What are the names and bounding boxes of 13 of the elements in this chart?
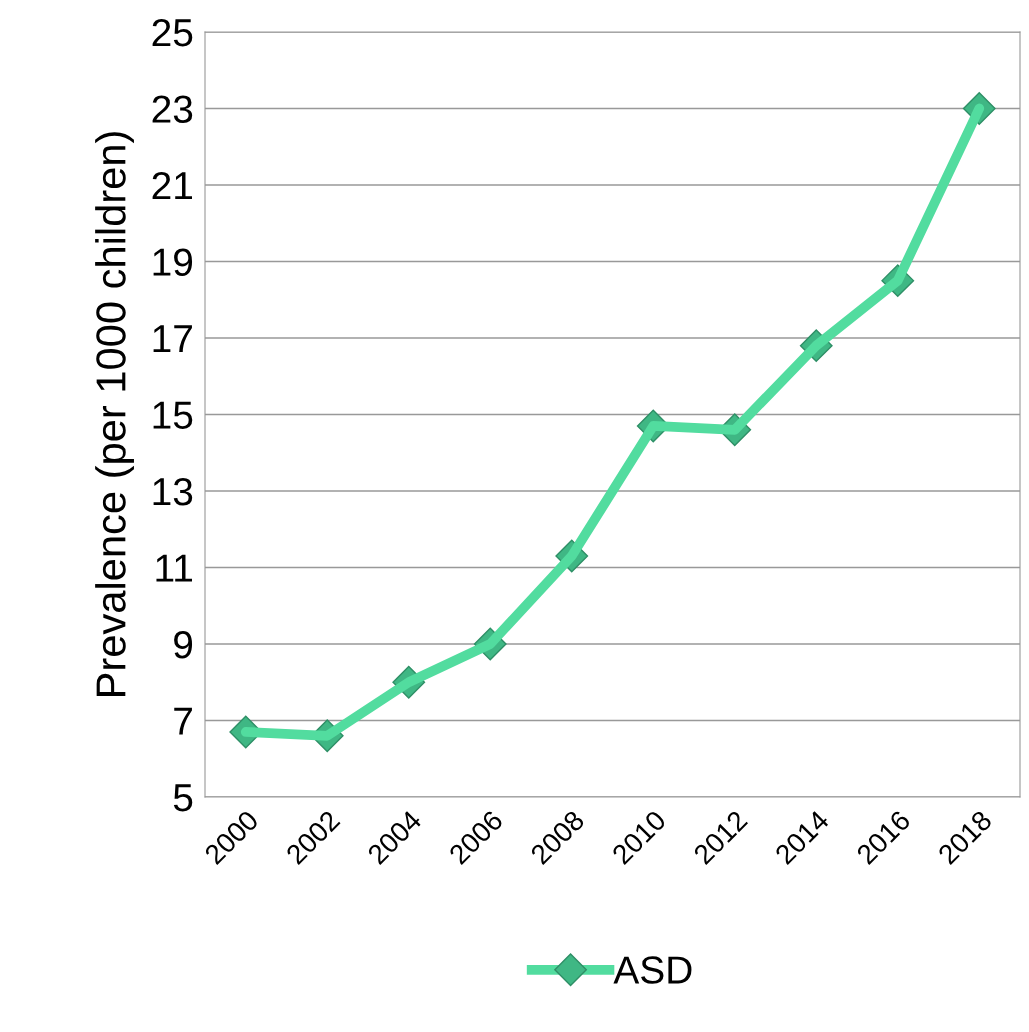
- y-tick-label: 5: [173, 784, 193, 812]
- y-tick-label: 11: [156, 554, 192, 582]
- y-tick-label: 21: [152, 171, 192, 200]
- y-tick-label: 15: [153, 401, 193, 429]
- y-tick-label: 19: [153, 248, 193, 276]
- y-tick-label: 23: [152, 95, 193, 123]
- y-tick-label: 13: [153, 477, 193, 506]
- legend-label: ASD: [613, 956, 692, 984]
- y-axis-title: Prevalence (per 1000 children): [95, 132, 134, 696]
- y-tick-label: 7: [174, 707, 192, 735]
- y-tick-label: 17: [153, 325, 192, 353]
- y-tick-label: 9: [174, 630, 193, 659]
- y-tick-label: 25: [152, 18, 193, 47]
